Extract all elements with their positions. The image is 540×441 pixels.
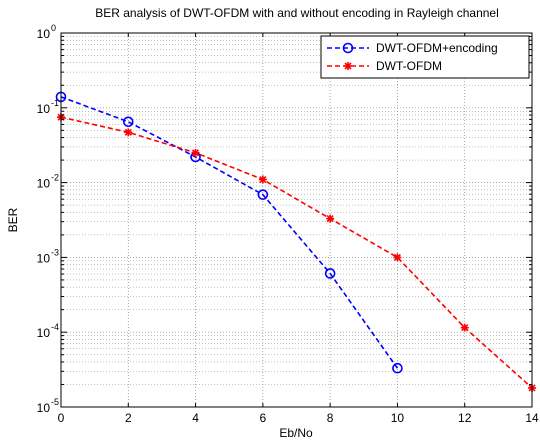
y-tick-label: 10	[37, 401, 51, 415]
data-point	[326, 214, 335, 223]
legend-box	[320, 35, 530, 79]
y-axis-label: BER	[6, 207, 20, 232]
y-tick-base: 10	[37, 177, 51, 191]
data-point	[344, 62, 352, 70]
data-point	[258, 175, 267, 184]
series-layer	[55, 91, 536, 392]
x-tick-label: 6	[260, 411, 267, 425]
x-tick-label: 14	[525, 411, 539, 425]
y-tick-exponent: -3	[51, 247, 59, 257]
y-tick-base: 10	[37, 27, 51, 41]
legend-label: DWT-OFDM+encoding	[376, 41, 498, 55]
data-point	[393, 253, 402, 262]
data-point	[124, 128, 133, 137]
x-tick-label: 10	[391, 411, 405, 425]
y-tick-exponent: -2	[51, 173, 59, 183]
y-tick-label: 10	[37, 326, 51, 340]
data-point	[191, 148, 200, 157]
grid	[61, 33, 532, 407]
series-line-2	[60, 116, 533, 389]
series-line-1	[60, 96, 399, 369]
data-point	[342, 42, 354, 54]
y-tick-label: 10	[37, 177, 51, 191]
x-tick-label: 2	[125, 411, 132, 425]
legend-label: DWT-OFDM	[376, 59, 442, 73]
y-tick-base: 10	[37, 401, 51, 415]
legend: DWT-OFDM+encoding DWT-OFDM	[320, 35, 530, 79]
x-axis-label: Eb/No	[279, 426, 313, 440]
y-tick-base: 10	[37, 326, 51, 340]
data-point	[324, 268, 336, 279]
x-tick-label: 0	[58, 411, 65, 425]
chart-title: BER analysis of DWT-OFDM with and withou…	[95, 6, 499, 20]
x-tick-label: 8	[327, 411, 334, 425]
data-point	[122, 116, 134, 128]
y-tick-label: 10	[37, 102, 51, 116]
plot-frame	[60, 32, 533, 408]
y-tick-exponent: -1	[51, 98, 59, 108]
y-tick-label: 10	[37, 251, 51, 265]
data-point	[392, 362, 403, 374]
y-tick-exponent: -4	[51, 322, 59, 332]
data-point	[257, 189, 269, 200]
y-tick-base: 10	[37, 102, 51, 116]
y-tick-base: 10	[37, 251, 51, 265]
x-tick-label: 4	[192, 411, 199, 425]
y-tick-exponent: -5	[51, 397, 59, 407]
y-tick-exponent: 0	[51, 23, 56, 33]
y-tick-label: 10	[37, 27, 51, 41]
data-point	[460, 323, 469, 332]
x-tick-label: 12	[458, 411, 472, 425]
